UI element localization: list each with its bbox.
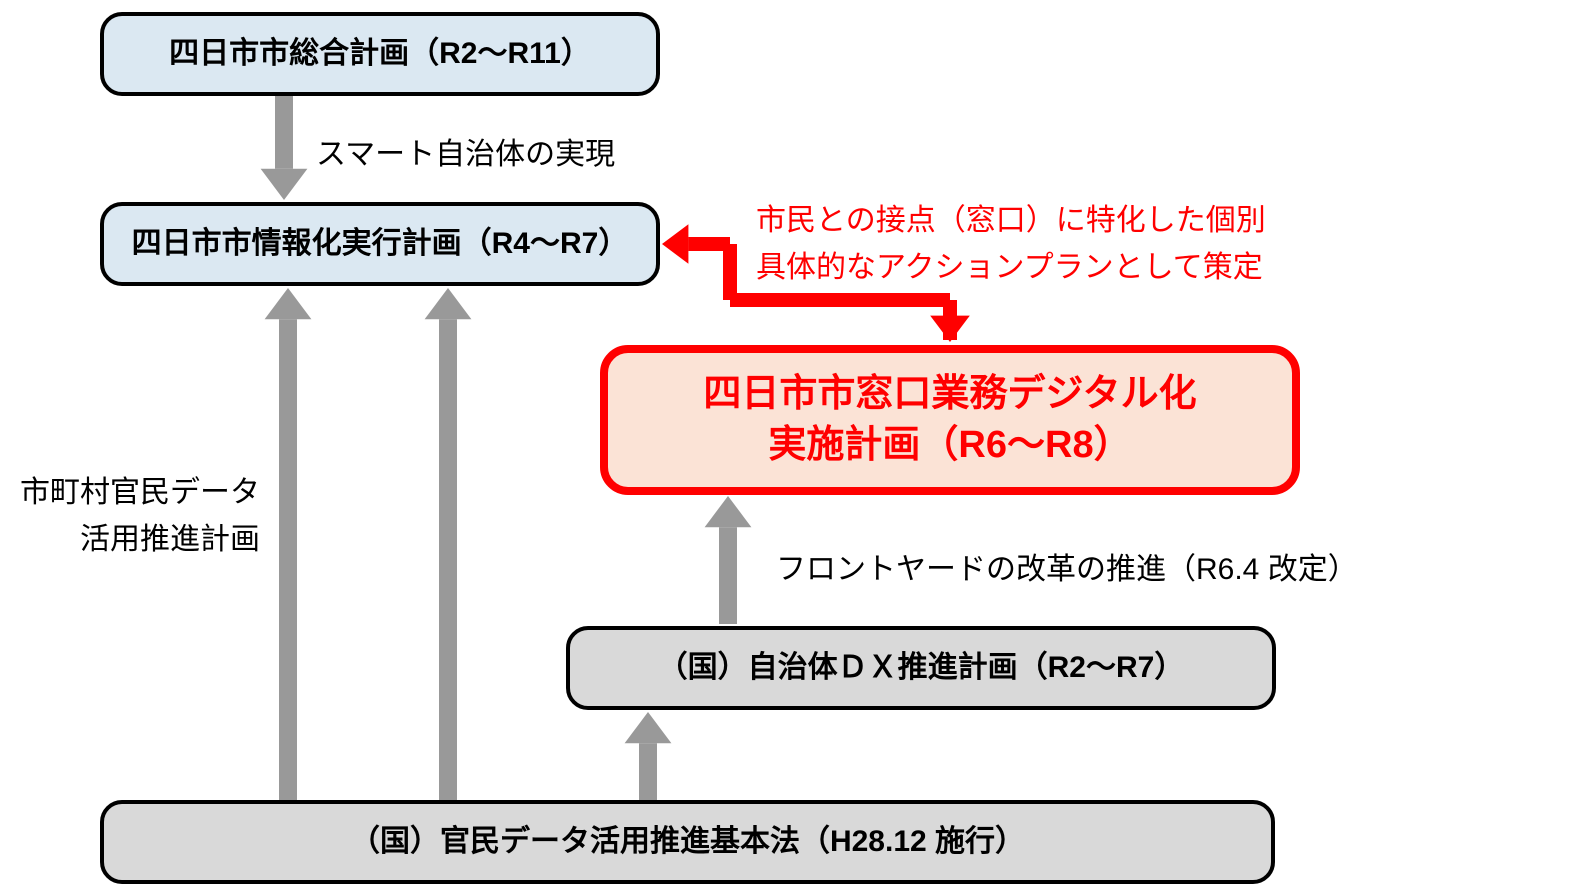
node-label: 四日市市情報化実行計画（R4～R7） [132,224,629,265]
node-jichitai-dx: （国）自治体ＤＸ推進計画（R2～R7） [566,626,1276,710]
node-label: 四日市市窓口業務デジタル化 実施計画（R6～R8） [703,369,1196,472]
node-kanmin-data-law: （国）官民データ活用推進基本法（H28.12 施行） [100,800,1275,884]
label-frontyard: フロントヤードの改革の推進（R6.4 改定） [776,547,1358,594]
node-johoka-jikkou: 四日市市情報化実行計画（R4～R7） [100,202,660,286]
node-sogo-keikaku: 四日市市総合計画（R2～R11） [100,12,660,96]
node-label: （国）官民データ活用推進基本法（H28.12 施行） [350,822,1025,863]
label-text: 市民との接点（窓口）に特化した個別 具体的なアクションプランとして策定 [756,204,1266,284]
label-smart-jichitai: スマート自治体の実現 [316,132,615,179]
label-text: スマート自治体の実現 [316,138,615,171]
label-text: 市町村官民データ 活用推進計画 [20,476,260,556]
label-text: フロントヤードの改革の推進（R6.4 改定） [776,553,1358,586]
label-shichoson-data: 市町村官民データ 活用推進計画 [20,470,260,563]
node-label: 四日市市総合計画（R2～R11） [169,34,591,75]
diagram-canvas: { "diagram": { "type": "flowchart", "bac… [0,0,1570,888]
node-label: （国）自治体ＤＸ推進計画（R2～R7） [658,648,1185,689]
label-action-plan: 市民との接点（窓口）に特化した個別 具体的なアクションプランとして策定 [756,198,1266,291]
node-madoguchi-digital: 四日市市窓口業務デジタル化 実施計画（R6～R8） [600,345,1300,495]
